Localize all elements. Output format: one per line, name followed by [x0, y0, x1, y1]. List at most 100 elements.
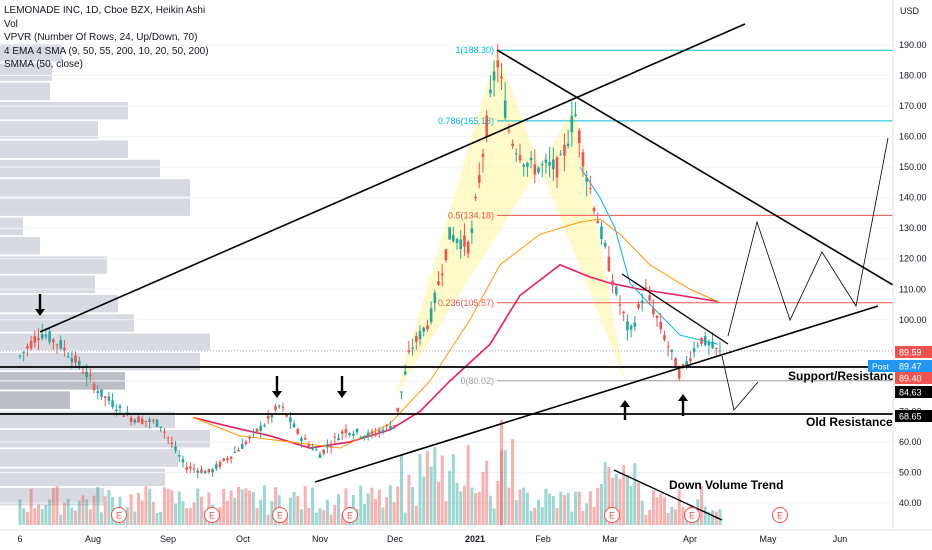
volume-bar	[196, 488, 200, 525]
volume-bar	[429, 466, 433, 525]
candle-body	[400, 391, 403, 393]
earnings-label-4: E	[609, 511, 615, 521]
volume-bar	[388, 485, 392, 525]
legend-smma: SMMA (50, close)	[4, 59, 83, 70]
volume-bar	[370, 487, 374, 525]
candle-body	[89, 375, 92, 377]
volume-bar	[459, 491, 463, 525]
fib-label-0.5: 0.5(134.18)	[448, 210, 494, 220]
candle-body	[70, 357, 74, 363]
y-tick-label: 100.00	[899, 315, 927, 325]
candle-body	[322, 449, 326, 454]
volume-bar	[151, 502, 155, 525]
volume-bar	[237, 486, 241, 525]
volume-bar	[159, 511, 163, 525]
candle-body	[681, 364, 685, 367]
trend-lines	[0, 23, 894, 521]
volume-bar	[551, 496, 555, 525]
price-axis: 40.0050.0060.0070.0080.0090.00100.00110.…	[868, 0, 932, 550]
x-tick-label: May	[759, 534, 777, 544]
vpvr-row	[0, 121, 98, 139]
volume-bar	[299, 509, 303, 525]
volume-bar	[270, 501, 274, 525]
price-badge-label: 68.65	[899, 412, 922, 422]
projection-up	[727, 137, 889, 337]
y-tick-label: 190.00	[899, 40, 927, 50]
volume-bar	[492, 508, 496, 525]
volume-bar	[581, 510, 585, 525]
volume-bar	[485, 460, 489, 525]
volume-bar	[414, 505, 418, 525]
candle-body	[248, 436, 251, 439]
volume-bar	[303, 486, 307, 525]
candle-body	[292, 423, 296, 428]
volume-bar	[662, 497, 666, 525]
candle-body	[626, 321, 629, 331]
volume-bar	[474, 493, 478, 525]
volume-bar	[618, 479, 622, 525]
candle-body	[55, 344, 59, 346]
candle-body	[392, 424, 396, 427]
volume-bar	[525, 492, 529, 525]
volume-bar	[37, 504, 41, 525]
volume-bar	[248, 490, 252, 525]
volume-bar	[88, 509, 92, 525]
vpvr-row	[0, 237, 40, 255]
earnings-marker-6	[772, 507, 788, 523]
volume-bar	[307, 507, 311, 525]
candle-body	[540, 163, 544, 165]
volume-bar	[33, 508, 37, 525]
vpvr-row	[0, 275, 95, 294]
candle-body	[370, 431, 374, 434]
candle-body	[166, 437, 170, 439]
ema-slow-line	[192, 218, 719, 449]
volume-bar	[251, 491, 255, 525]
volume-bar	[233, 497, 237, 525]
volume-bar	[592, 506, 596, 525]
currency-badge[interactable]: USD	[900, 6, 920, 16]
candle-body	[644, 287, 648, 289]
candle-body	[48, 331, 51, 343]
vpvr-row	[0, 430, 210, 448]
legend-ema: 4 EMA 4 SMA (9, 50, 55, 200, 10, 20, 50,…	[4, 45, 209, 57]
candle-body	[463, 235, 466, 247]
fib-label-1: 1(188.30)	[455, 45, 494, 55]
volume-bar	[462, 485, 466, 525]
fib-label-0: 0(80.02)	[460, 376, 494, 386]
volume-bar	[718, 509, 722, 525]
candle-body	[329, 446, 333, 448]
candle-body	[92, 384, 96, 391]
earnings-label-6: E	[777, 511, 783, 521]
volume-bar	[500, 420, 503, 525]
candle-body	[448, 227, 451, 240]
candle-body	[181, 459, 185, 463]
candle-body	[237, 449, 240, 452]
volume-bar	[140, 500, 144, 525]
fibonacci-levels: 1(188.30) 0.786(165.13) 0.5(134.18) 0.236(1…	[438, 45, 893, 386]
earnings-marker-2	[272, 507, 288, 523]
arrow-down-3-head	[337, 391, 347, 398]
volume-trend-line	[613, 469, 723, 521]
support-resistance-label: Support/Resistance	[788, 369, 901, 383]
arrow-up-1-head	[620, 400, 630, 407]
volume-bar	[448, 470, 452, 525]
candle-body	[133, 419, 137, 423]
candle-body	[152, 420, 155, 422]
candle-body	[355, 428, 359, 433]
ema-fast-line	[579, 166, 719, 345]
volume-bar	[544, 488, 548, 525]
candle-body	[26, 346, 29, 349]
volume-bar	[640, 500, 644, 525]
volume-bar	[666, 512, 670, 525]
volume-bar	[259, 499, 263, 525]
old-resistance-label: Old Resistance	[806, 415, 893, 429]
candle-body	[577, 130, 581, 144]
candle-body	[314, 449, 318, 451]
vpvr-row	[0, 352, 200, 371]
candle-body	[455, 239, 459, 243]
volume-bar	[362, 503, 366, 525]
ascending-support-line	[314, 305, 879, 483]
y-tick-label: 120.00	[899, 254, 927, 264]
volume-bar	[611, 477, 615, 525]
